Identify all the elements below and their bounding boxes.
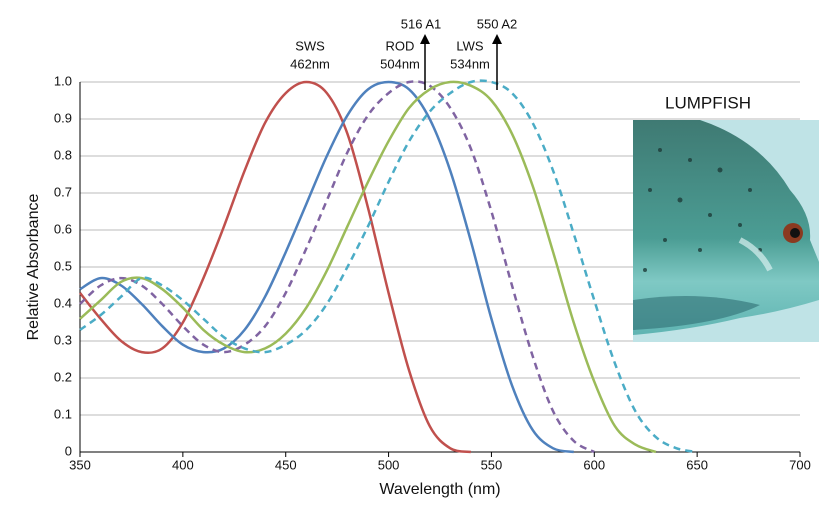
series-line [79,80,574,454]
annotation: 516 A1 [401,16,442,31]
x-tick-label: 650 [686,457,708,472]
annotation: LWS [456,38,484,53]
x-tick-label: 350 [69,457,91,472]
x-tick-label: 500 [378,457,400,472]
fish-photo [633,120,819,342]
y-tick-label: 0.8 [54,147,72,162]
y-tick-label: 0.5 [54,258,72,273]
x-tick-label: 600 [583,457,605,472]
series-line [79,80,472,454]
arrow-head [492,34,502,44]
y-tick-label: 1.0 [54,73,72,88]
x-tick-label: 700 [789,457,811,472]
annotation: ROD [386,38,415,53]
series-line [79,80,595,454]
x-tick-label: 550 [481,457,503,472]
annotation: 504nm [380,56,420,71]
x-tick-label: 400 [172,457,194,472]
y-tick-label: 0.6 [54,221,72,236]
y-tick-label: 0.2 [54,369,72,384]
annotation: 534nm [450,56,490,71]
y-axis-label: Relative Absorbance [25,194,42,341]
y-tick-label: 0.1 [54,406,72,421]
annotation: LUMPFISH [665,93,751,112]
annotation: SWS [295,38,325,53]
x-axis-label: Wavelength (nm) [379,481,500,498]
y-tick-label: 0.7 [54,184,72,199]
annotation: 462nm [290,56,330,71]
series-line [79,80,657,454]
series-line [79,79,698,454]
x-tick-label: 450 [275,457,297,472]
y-tick-label: 0.4 [54,295,72,310]
arrow-head [420,34,430,44]
annotation: 550 A2 [477,16,518,31]
y-tick-label: 0.9 [54,110,72,125]
y-tick-label: 0.3 [54,332,72,347]
y-tick-label: 0 [65,443,72,458]
